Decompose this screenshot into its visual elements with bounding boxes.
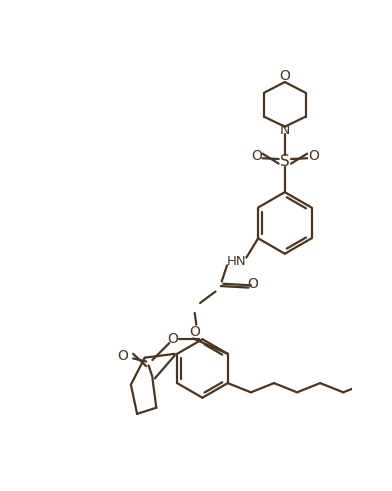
Text: O: O: [189, 325, 200, 339]
Text: O: O: [308, 149, 319, 163]
Text: N: N: [279, 123, 290, 137]
Text: O: O: [251, 149, 262, 163]
Text: O: O: [168, 332, 179, 346]
Text: S: S: [280, 154, 290, 169]
Text: HN: HN: [227, 255, 246, 268]
Text: O: O: [279, 69, 290, 83]
Text: O: O: [117, 349, 128, 363]
Text: O: O: [247, 277, 258, 291]
